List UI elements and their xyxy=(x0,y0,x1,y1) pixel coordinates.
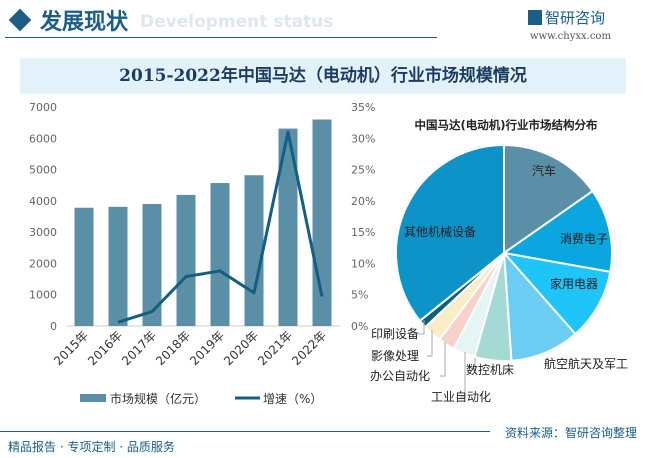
bar xyxy=(244,175,264,326)
logo-icon xyxy=(528,10,542,25)
pie-leader-line xyxy=(440,342,446,377)
pie-label: 家用电器 xyxy=(550,276,598,291)
pie-leader-line xyxy=(419,320,425,335)
y-right-tick: 0% xyxy=(351,320,368,333)
pie-label: 消费电子 xyxy=(560,232,608,246)
source-note: 资料来源：智研咨询整理 xyxy=(505,426,638,440)
y-left-tick: 7000 xyxy=(29,101,57,114)
x-tick: 2021年 xyxy=(255,328,295,368)
y-right-tick: 15% xyxy=(351,226,375,239)
bar xyxy=(142,203,162,326)
y-left-tick: 5000 xyxy=(29,164,57,177)
pie-label: 数控机床 xyxy=(466,362,514,377)
pie-slice xyxy=(503,143,594,255)
pie-label: 印刷设备 xyxy=(371,327,419,341)
y-left-tick: 3000 xyxy=(29,226,57,239)
bar xyxy=(278,128,298,326)
pie-slice xyxy=(502,250,577,362)
x-tick: 2015年 xyxy=(51,328,91,368)
brand-url: www.chyxx.com xyxy=(530,31,611,42)
pie-slice xyxy=(395,143,505,323)
bar xyxy=(74,207,94,326)
y-left-tick: 4000 xyxy=(29,195,57,208)
brand-logo: 智研咨询 xyxy=(528,7,605,28)
bar xyxy=(210,183,230,326)
legend-bar-label: 市场规模（亿元） xyxy=(110,391,206,406)
pie-label: 影像处理 xyxy=(371,349,419,363)
section-title: 发展现状 xyxy=(40,10,129,35)
x-tick: 2017年 xyxy=(119,328,159,368)
footer-slogan: 精品报告 · 专项定制 · 品质服务 xyxy=(8,440,175,454)
pie-label: 其他机械设备 xyxy=(404,224,476,239)
pie-label: 工业自动化 xyxy=(431,390,491,404)
y-right-tick: 5% xyxy=(351,289,368,302)
x-tick: 2020年 xyxy=(221,328,261,368)
chart-title: 2015-2022年中国马达（电动机）行业市场规模情况 xyxy=(119,66,527,86)
logo-text: 智研咨询 xyxy=(545,9,606,27)
bar xyxy=(176,194,196,326)
pie-leader-line xyxy=(470,356,476,371)
title-banner xyxy=(20,58,626,94)
pie-leader-line xyxy=(427,330,433,357)
y-left-tick: 2000 xyxy=(29,257,57,270)
bar xyxy=(108,206,128,326)
y-right-tick: 25% xyxy=(351,164,375,177)
y-left-tick: 1000 xyxy=(29,289,57,302)
y-left-tick: 6000 xyxy=(29,132,57,145)
pie-slice xyxy=(501,251,612,336)
growth-line xyxy=(117,130,324,324)
pie-leader-line xyxy=(460,352,466,398)
x-tick: 2022年 xyxy=(289,328,329,368)
x-tick: 2019年 xyxy=(187,328,227,368)
y-right-tick: 35% xyxy=(351,101,375,114)
footer-divider xyxy=(0,431,490,432)
x-tick: 2016年 xyxy=(85,328,125,368)
y-left-tick: 0 xyxy=(50,320,57,333)
y-right-tick: 30% xyxy=(351,132,375,145)
pie-slice xyxy=(501,189,613,274)
pie-title: 中国马达(电动机)行业市场结构分布 xyxy=(414,118,598,132)
header-divider xyxy=(5,37,437,38)
y-right-tick: 10% xyxy=(351,257,375,270)
pie-label: 办公自动化 xyxy=(370,368,430,383)
pie-label: 航空航天及军工 xyxy=(544,356,628,371)
y-right-tick: 20% xyxy=(351,195,375,208)
x-tick: 2018年 xyxy=(153,328,193,368)
section-subtitle: Development status xyxy=(140,12,334,32)
legend-line-label: 增速（%） xyxy=(263,392,322,406)
pie-label: 汽车 xyxy=(532,163,556,178)
legend-bar-swatch xyxy=(80,394,106,402)
